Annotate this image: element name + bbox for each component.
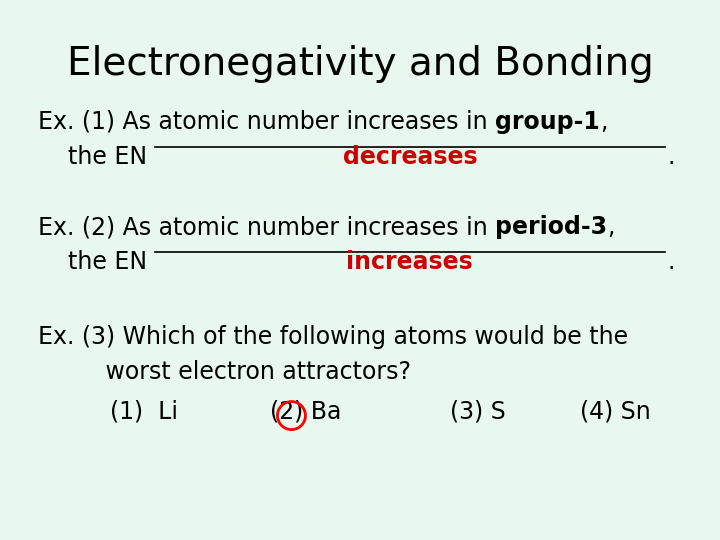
Text: period-3: period-3 [495,215,608,239]
Text: the EN: the EN [38,250,155,274]
Text: Ex. (1) As atomic number increases in: Ex. (1) As atomic number increases in [38,110,495,134]
Text: Ex. (3) Which of the following atoms would be the: Ex. (3) Which of the following atoms wou… [38,325,628,349]
Text: (1)  Li: (1) Li [110,400,178,424]
Text: ,: , [600,110,607,134]
Text: Electronegativity and Bonding: Electronegativity and Bonding [67,45,653,83]
Text: worst electron attractors?: worst electron attractors? [38,360,411,384]
Text: ,: , [608,215,615,239]
Text: the EN: the EN [38,145,155,169]
Text: (4) Sn: (4) Sn [580,400,651,424]
Text: .: . [667,145,675,169]
Text: (3) S: (3) S [450,400,505,424]
Text: increases: increases [346,250,473,274]
Text: group-1: group-1 [495,110,600,134]
Text: (2) Ba: (2) Ba [270,400,341,424]
Text: decreases: decreases [343,145,477,169]
Text: Ex. (2) As atomic number increases in: Ex. (2) As atomic number increases in [38,215,495,239]
Text: .: . [667,250,675,274]
